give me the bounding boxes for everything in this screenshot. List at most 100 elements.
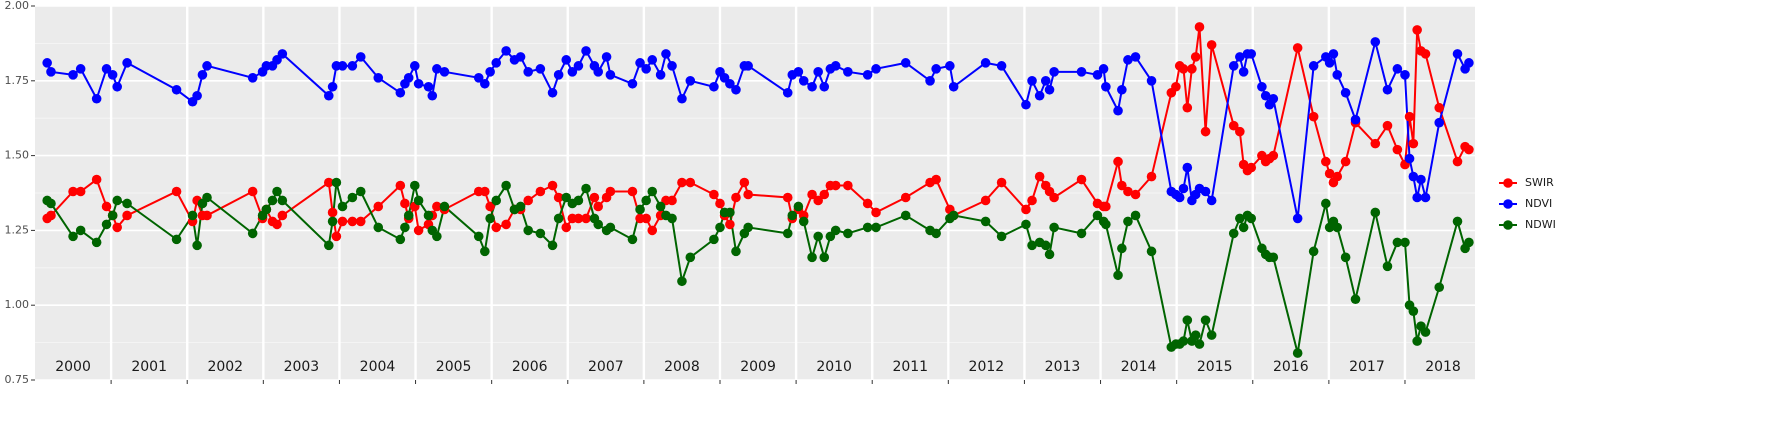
data-point: [1434, 282, 1445, 293]
data-point: [202, 210, 212, 221]
data-point: [439, 67, 450, 77]
data-point: [715, 222, 725, 233]
data-point: [1049, 67, 1059, 77]
data-point: [413, 225, 424, 236]
data-point: [793, 67, 804, 77]
data-point: [843, 67, 853, 77]
data-point: [267, 195, 278, 206]
data-point: [46, 210, 56, 221]
data-point: [830, 180, 841, 191]
data-point: [1200, 186, 1211, 197]
data-point: [725, 78, 735, 89]
data-point: [355, 216, 366, 227]
data-point: [277, 195, 288, 206]
data-point: [1194, 339, 1205, 349]
data-point: [1370, 37, 1381, 47]
data-point: [1382, 84, 1393, 95]
data-point: [561, 222, 572, 233]
data-point: [1350, 114, 1361, 125]
data-point: [731, 192, 741, 203]
year-label: 2000: [55, 359, 91, 375]
data-point: [980, 58, 991, 68]
data-point: [871, 207, 881, 218]
data-point: [1416, 174, 1426, 185]
data-point: [685, 76, 696, 86]
data-point: [101, 201, 112, 212]
data-point: [900, 58, 911, 68]
data-point: [1044, 84, 1055, 95]
y-tick-label: 1.50: [5, 149, 30, 162]
data-point: [1408, 171, 1419, 182]
data-point: [605, 222, 616, 233]
data-point: [485, 201, 495, 212]
data-point: [247, 186, 258, 197]
data-point: [1034, 171, 1045, 182]
data-point: [1076, 228, 1087, 239]
data-point: [1130, 189, 1141, 200]
data-point: [523, 195, 533, 206]
data-point: [1146, 76, 1157, 86]
data-point: [347, 192, 358, 203]
data-point: [655, 201, 666, 212]
data-point: [261, 204, 272, 215]
year-label: 2008: [664, 359, 700, 375]
data-point: [1238, 222, 1249, 233]
data-point: [871, 64, 881, 74]
data-point: [1340, 87, 1351, 98]
data-point: [202, 192, 212, 203]
data-point: [1190, 330, 1201, 340]
data-point: [1049, 222, 1059, 233]
data-point: [1321, 156, 1331, 167]
data-point: [1246, 162, 1257, 173]
data-point: [122, 58, 132, 68]
data-point: [501, 46, 511, 56]
data-point: [480, 246, 490, 257]
data-point: [1182, 315, 1193, 325]
data-point: [1076, 174, 1087, 185]
data-point: [1123, 55, 1133, 65]
data-point: [337, 61, 348, 71]
data-point: [75, 225, 86, 236]
data-point: [685, 252, 696, 263]
data-point: [91, 93, 102, 104]
data-point: [277, 210, 288, 221]
data-point: [813, 195, 823, 206]
data-point: [573, 195, 584, 206]
year-label: 2016: [1273, 359, 1309, 375]
data-point: [523, 225, 533, 236]
data-point: [501, 219, 511, 230]
data-point: [793, 201, 804, 212]
data-point: [1027, 195, 1037, 206]
data-point: [473, 73, 484, 83]
data-point: [1412, 336, 1422, 346]
data-point: [1190, 52, 1201, 62]
data-point: [1332, 222, 1343, 233]
data-point: [1246, 49, 1257, 59]
year-label: 2005: [436, 359, 472, 375]
data-point: [1206, 330, 1217, 340]
data-point: [996, 61, 1007, 71]
data-point: [1268, 150, 1279, 161]
data-point: [1370, 207, 1381, 218]
data-point: [871, 222, 881, 233]
legend: SWIR NDVI NDWI: [1499, 176, 1556, 231]
year-label: 2010: [816, 359, 852, 375]
data-point: [1206, 195, 1217, 206]
data-point: [807, 189, 817, 200]
data-point: [547, 180, 558, 191]
year-label: 2003: [284, 359, 320, 375]
data-point: [400, 198, 410, 209]
data-point: [423, 81, 434, 92]
data-point: [535, 186, 546, 197]
data-point: [593, 67, 604, 77]
data-point: [677, 177, 687, 188]
data-point: [1392, 237, 1403, 248]
data-point: [677, 93, 687, 104]
data-point: [327, 216, 338, 227]
data-point: [331, 231, 342, 242]
data-point: [1340, 156, 1351, 167]
data-point: [171, 84, 182, 95]
data-point: [782, 192, 793, 203]
data-point: [731, 84, 741, 95]
